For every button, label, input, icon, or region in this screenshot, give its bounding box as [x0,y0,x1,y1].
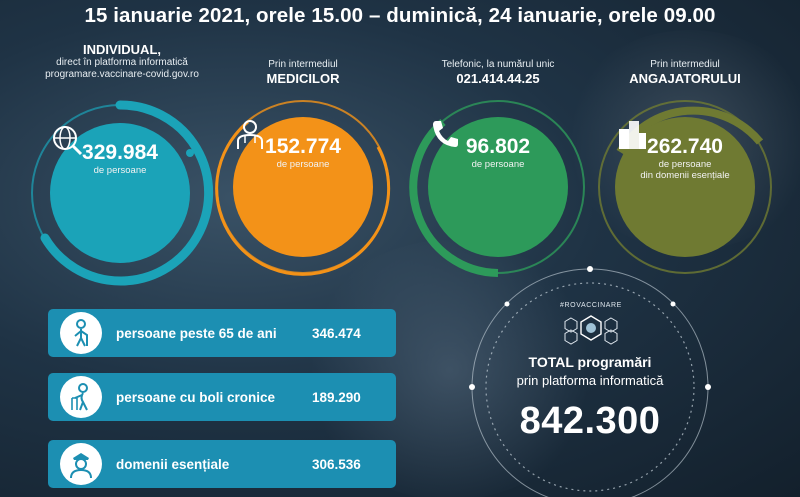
caption-line: Prin intermediul [650,59,720,70]
caption-line: Prin intermediul [268,59,338,70]
bar-label: persoane cu boli cronice [116,389,276,405]
caption-title: ANGAJATORULUI [629,71,741,86]
phone-icon [433,121,458,147]
stat-value: 152.774 [265,135,341,158]
column-medici: Prin intermediul MEDICILOR [208,59,398,86]
stat-value: 262.740 [647,135,723,158]
column-individual: INDIVIDUAL, direct în platforma informat… [27,42,217,81]
category-bar: persoane peste 65 de ani 346.474 [48,309,396,357]
globe-search-icon [53,126,83,156]
total-title: TOTAL programări [528,354,652,370]
bar-label: persoane peste 65 de ani [116,325,277,341]
bar-value: 189.290 [312,389,361,405]
column-telefonic: Telefonic, la numărul unic 021.414.44.25 [403,59,593,86]
caption-title: 021.414.44.25 [456,71,540,86]
total-value: 842.300 [519,400,661,442]
campaign-tag: #ROVACCINARE [560,302,622,309]
stat-value: 329.984 [82,141,158,164]
stat-circle-angajator: 262.740 de persoane din domenii esențial… [590,92,780,282]
headline: 15 ianuarie 2021, orele 15.00 – duminică… [84,4,716,27]
caption-title: MEDICILOR [266,71,340,86]
hexagon-logo-icon [564,315,618,345]
officer-icon [60,443,102,485]
category-bar: persoane cu boli cronice 189.290 [48,373,396,421]
caption-line: direct în platforma informatică [56,57,188,68]
total-ring [469,266,711,497]
category-bar: domenii esențiale 306.536 [48,440,396,488]
stat-circle-medici: 152.774 de persoane [208,92,398,282]
walker-person-icon [60,376,102,418]
stat-circle-individual: 329.984 de persoane [25,98,215,288]
column-angajator: Prin intermediul ANGAJATORULUI [590,59,780,86]
doctor-icon [237,120,263,149]
caption-line: programare.vaccinare-covid.gov.ro [45,69,199,80]
stat-circle-telefonic: 96.802 de persoane [403,92,593,282]
caption-line: Telefonic, la numărul unic [441,59,555,70]
stat-unit: de persoane [471,159,525,170]
bar-value: 306.536 [312,456,361,472]
bar-value: 346.474 [312,325,361,341]
caption-title: INDIVIDUAL, [83,42,161,57]
buildings-icon [619,121,646,149]
stat-unit: de persoane [276,159,330,170]
stat-unit-extra: din domenii esențiale [640,170,730,181]
total-panel: #ROVACCINARE TOTAL programări prin platf… [465,262,715,497]
stat-unit: de persoane [93,165,147,176]
total-subtitle: prin platforma informatică [516,373,664,388]
stat-unit: de persoane [658,159,712,170]
stat-value: 96.802 [465,135,531,158]
elderly-person-icon [60,312,102,354]
bar-label: domenii esențiale [116,456,230,472]
